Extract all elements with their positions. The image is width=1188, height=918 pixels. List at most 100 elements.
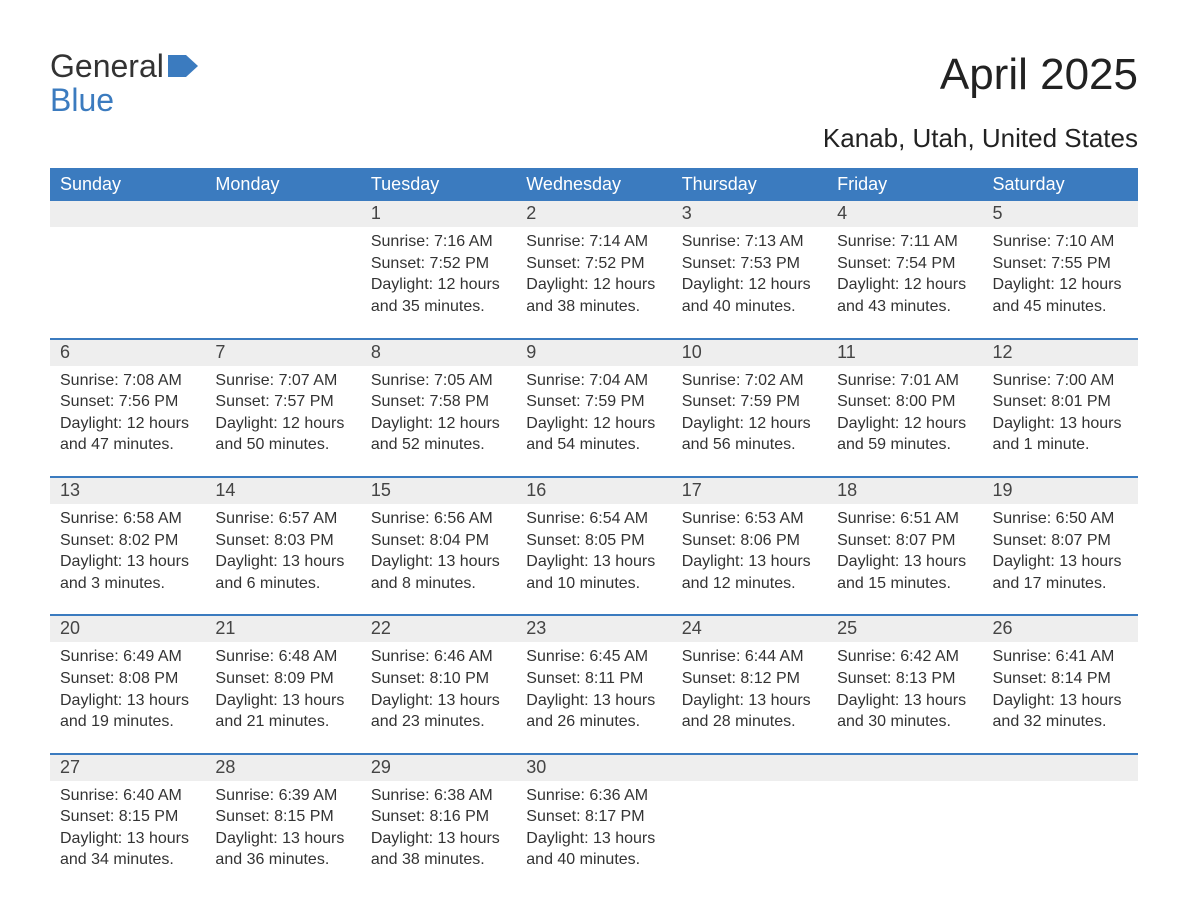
day-details: Sunrise: 6:53 AMSunset: 8:06 PMDaylight:… — [672, 504, 827, 594]
calendar-cell: 5Sunrise: 7:10 AMSunset: 7:55 PMDaylight… — [983, 201, 1138, 323]
day-details: Sunrise: 6:45 AMSunset: 8:11 PMDaylight:… — [516, 642, 671, 732]
sunrise-line: Sunrise: 6:39 AM — [215, 785, 350, 807]
sunset-line: Sunset: 8:04 PM — [371, 530, 506, 552]
page-subtitle: Kanab, Utah, United States — [50, 123, 1138, 154]
day-details: Sunrise: 6:50 AMSunset: 8:07 PMDaylight:… — [983, 504, 1138, 594]
calendar-cell: 22Sunrise: 6:46 AMSunset: 8:10 PMDayligh… — [361, 616, 516, 738]
sunrise-line: Sunrise: 6:44 AM — [682, 646, 817, 668]
sunrise-line: Sunrise: 6:51 AM — [837, 508, 972, 530]
sunrise-line: Sunrise: 6:56 AM — [371, 508, 506, 530]
calendar-week: 1Sunrise: 7:16 AMSunset: 7:52 PMDaylight… — [50, 201, 1138, 323]
sunset-line: Sunset: 8:11 PM — [526, 668, 661, 690]
daylight-line: Daylight: 12 hours and 56 minutes. — [682, 413, 817, 456]
brand-flag-icon — [168, 50, 198, 84]
calendar-cell: 27Sunrise: 6:40 AMSunset: 8:15 PMDayligh… — [50, 755, 205, 877]
day-number: 25 — [827, 616, 982, 642]
daylight-line: Daylight: 13 hours and 1 minute. — [993, 413, 1128, 456]
day-number: 15 — [361, 478, 516, 504]
sunrise-line: Sunrise: 6:40 AM — [60, 785, 195, 807]
day-details: Sunrise: 7:14 AMSunset: 7:52 PMDaylight:… — [516, 227, 671, 317]
sunset-line: Sunset: 8:08 PM — [60, 668, 195, 690]
sunset-line: Sunset: 8:07 PM — [837, 530, 972, 552]
day-details: Sunrise: 6:54 AMSunset: 8:05 PMDaylight:… — [516, 504, 671, 594]
sunrise-line: Sunrise: 7:08 AM — [60, 370, 195, 392]
calendar-week: 13Sunrise: 6:58 AMSunset: 8:02 PMDayligh… — [50, 476, 1138, 600]
day-details: Sunrise: 7:05 AMSunset: 7:58 PMDaylight:… — [361, 366, 516, 456]
day-details — [50, 227, 205, 317]
weekday-header: Saturday — [983, 168, 1138, 201]
day-details: Sunrise: 6:44 AMSunset: 8:12 PMDaylight:… — [672, 642, 827, 732]
sunrise-line: Sunrise: 7:05 AM — [371, 370, 506, 392]
day-number: 12 — [983, 340, 1138, 366]
sunset-line: Sunset: 8:07 PM — [993, 530, 1128, 552]
daylight-line: Daylight: 13 hours and 40 minutes. — [526, 828, 661, 871]
day-details: Sunrise: 6:48 AMSunset: 8:09 PMDaylight:… — [205, 642, 360, 732]
sunrise-line: Sunrise: 6:54 AM — [526, 508, 661, 530]
day-number: 22 — [361, 616, 516, 642]
sunset-line: Sunset: 7:58 PM — [371, 391, 506, 413]
day-number: 8 — [361, 340, 516, 366]
calendar-cell: 25Sunrise: 6:42 AMSunset: 8:13 PMDayligh… — [827, 616, 982, 738]
calendar-cell — [205, 201, 360, 323]
day-details: Sunrise: 7:02 AMSunset: 7:59 PMDaylight:… — [672, 366, 827, 456]
day-number: 28 — [205, 755, 360, 781]
sunrise-line: Sunrise: 7:00 AM — [993, 370, 1128, 392]
calendar-cell: 4Sunrise: 7:11 AMSunset: 7:54 PMDaylight… — [827, 201, 982, 323]
sunrise-line: Sunrise: 7:14 AM — [526, 231, 661, 253]
weekday-header: Wednesday — [516, 168, 671, 201]
calendar-cell: 2Sunrise: 7:14 AMSunset: 7:52 PMDaylight… — [516, 201, 671, 323]
calendar-cell: 24Sunrise: 6:44 AMSunset: 8:12 PMDayligh… — [672, 616, 827, 738]
day-details: Sunrise: 6:38 AMSunset: 8:16 PMDaylight:… — [361, 781, 516, 871]
calendar-week: 6Sunrise: 7:08 AMSunset: 7:56 PMDaylight… — [50, 338, 1138, 462]
calendar-week: 20Sunrise: 6:49 AMSunset: 8:08 PMDayligh… — [50, 614, 1138, 738]
day-details: Sunrise: 6:58 AMSunset: 8:02 PMDaylight:… — [50, 504, 205, 594]
sunrise-line: Sunrise: 7:11 AM — [837, 231, 972, 253]
sunrise-line: Sunrise: 6:45 AM — [526, 646, 661, 668]
calendar-cell: 11Sunrise: 7:01 AMSunset: 8:00 PMDayligh… — [827, 340, 982, 462]
day-number: 3 — [672, 201, 827, 227]
daylight-line: Daylight: 12 hours and 43 minutes. — [837, 274, 972, 317]
day-number: 7 — [205, 340, 360, 366]
day-details: Sunrise: 6:36 AMSunset: 8:17 PMDaylight:… — [516, 781, 671, 871]
daylight-line: Daylight: 13 hours and 6 minutes. — [215, 551, 350, 594]
daylight-line: Daylight: 13 hours and 3 minutes. — [60, 551, 195, 594]
daylight-line: Daylight: 13 hours and 12 minutes. — [682, 551, 817, 594]
sunset-line: Sunset: 8:14 PM — [993, 668, 1128, 690]
day-number — [50, 201, 205, 227]
daylight-line: Daylight: 12 hours and 38 minutes. — [526, 274, 661, 317]
sunrise-line: Sunrise: 7:07 AM — [215, 370, 350, 392]
sunset-line: Sunset: 8:09 PM — [215, 668, 350, 690]
day-details — [672, 781, 827, 871]
day-number: 5 — [983, 201, 1138, 227]
sunset-line: Sunset: 8:03 PM — [215, 530, 350, 552]
day-details: Sunrise: 6:56 AMSunset: 8:04 PMDaylight:… — [361, 504, 516, 594]
sunrise-line: Sunrise: 6:42 AM — [837, 646, 972, 668]
sunset-line: Sunset: 8:05 PM — [526, 530, 661, 552]
calendar-cell: 19Sunrise: 6:50 AMSunset: 8:07 PMDayligh… — [983, 478, 1138, 600]
sunrise-line: Sunrise: 6:48 AM — [215, 646, 350, 668]
day-number: 19 — [983, 478, 1138, 504]
day-number: 17 — [672, 478, 827, 504]
day-number: 13 — [50, 478, 205, 504]
calendar-cell: 26Sunrise: 6:41 AMSunset: 8:14 PMDayligh… — [983, 616, 1138, 738]
calendar-cell — [672, 755, 827, 877]
calendar-body: 1Sunrise: 7:16 AMSunset: 7:52 PMDaylight… — [50, 201, 1138, 877]
sunrise-line: Sunrise: 6:41 AM — [993, 646, 1128, 668]
daylight-line: Daylight: 13 hours and 30 minutes. — [837, 690, 972, 733]
day-details: Sunrise: 7:08 AMSunset: 7:56 PMDaylight:… — [50, 366, 205, 456]
sunrise-line: Sunrise: 6:36 AM — [526, 785, 661, 807]
daylight-line: Daylight: 12 hours and 50 minutes. — [215, 413, 350, 456]
day-details: Sunrise: 7:00 AMSunset: 8:01 PMDaylight:… — [983, 366, 1138, 456]
weekday-header: Thursday — [672, 168, 827, 201]
day-number: 4 — [827, 201, 982, 227]
day-details: Sunrise: 7:01 AMSunset: 8:00 PMDaylight:… — [827, 366, 982, 456]
sunrise-line: Sunrise: 6:58 AM — [60, 508, 195, 530]
brand-logo: General Blue — [50, 50, 198, 117]
sunrise-line: Sunrise: 6:38 AM — [371, 785, 506, 807]
daylight-line: Daylight: 12 hours and 45 minutes. — [993, 274, 1128, 317]
sunset-line: Sunset: 8:06 PM — [682, 530, 817, 552]
calendar-cell: 12Sunrise: 7:00 AMSunset: 8:01 PMDayligh… — [983, 340, 1138, 462]
calendar-cell: 8Sunrise: 7:05 AMSunset: 7:58 PMDaylight… — [361, 340, 516, 462]
calendar-cell: 14Sunrise: 6:57 AMSunset: 8:03 PMDayligh… — [205, 478, 360, 600]
daylight-line: Daylight: 12 hours and 47 minutes. — [60, 413, 195, 456]
